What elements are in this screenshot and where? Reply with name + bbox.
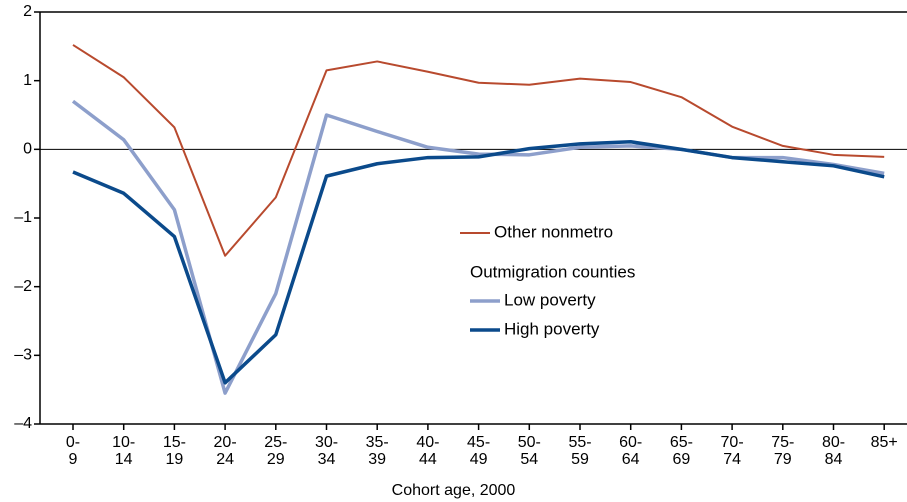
x-tick-label: 25- 29: [264, 434, 288, 468]
x-tick-label: 40- 44: [416, 434, 440, 468]
x-tick-label: 65- 69: [669, 434, 693, 468]
x-tick-label: 20- 24: [213, 434, 237, 468]
legend-label: Other nonmetro: [494, 222, 613, 241]
y-tick-label: –1: [14, 209, 32, 226]
legend-title: Outmigration counties: [470, 262, 635, 281]
x-tick-label: 35- 39: [365, 434, 389, 468]
x-tick-label: 80- 84: [821, 434, 846, 468]
y-tick-label: 2: [23, 3, 32, 20]
legend-label: High poverty: [504, 319, 600, 338]
x-tick-label: 10- 14: [112, 434, 136, 468]
x-tick-label: 30- 34: [314, 434, 339, 468]
x-tick-label: 45- 49: [467, 434, 491, 468]
x-tick-label: 85+: [870, 434, 898, 451]
x-tick-label: 0- 9: [65, 434, 81, 468]
x-tick-label: 70- 74: [720, 434, 744, 468]
x-tick-label: 50- 54: [517, 434, 541, 468]
x-axis-label: Cohort age, 2000: [391, 482, 516, 499]
y-tick-label: 0: [23, 141, 32, 158]
y-tick-label: 1: [23, 72, 32, 89]
series-line: [72, 140, 885, 385]
y-tick-label: –3: [14, 347, 32, 364]
x-tick-label: 60- 64: [619, 434, 643, 468]
x-tick-label: 15- 19: [162, 434, 186, 468]
x-tick-label: 75- 79: [771, 434, 795, 468]
y-tick-label: –2: [14, 278, 32, 295]
series-line: [71, 99, 885, 395]
series-line: [72, 44, 885, 257]
x-tick-label: 55- 59: [568, 434, 592, 468]
legend-label: Low poverty: [504, 290, 596, 309]
y-tick-label: –4: [14, 415, 32, 432]
